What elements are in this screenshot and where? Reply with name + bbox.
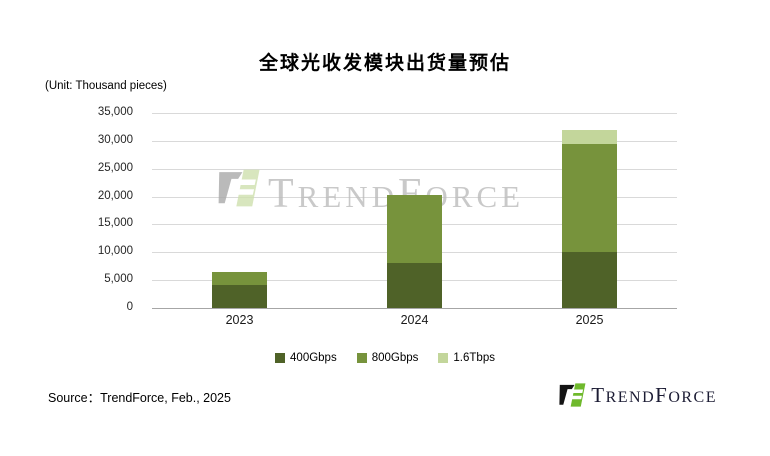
x-tick-label: 2025 (575, 313, 604, 327)
y-tick-label: 35,000 (97, 106, 133, 118)
x-tick-label: 2024 (400, 313, 429, 327)
gridline (152, 140, 677, 142)
trendforce-logo: TRENDFORCE (559, 381, 717, 409)
legend-swatch-icon (438, 353, 449, 363)
chart-title: 全球光收发模块出货量预估 (258, 53, 511, 74)
y-tick-label: 20,000 (97, 189, 133, 202)
legend-label: 1.6Tbps (453, 352, 495, 364)
trendforce-watermark: TRENDFORCE (218, 166, 524, 215)
y-tick-label: 5,000 (104, 273, 133, 286)
bar-segment-800Gbps-2024 (387, 194, 442, 264)
bar-segment-400Gbps-2023 (212, 284, 267, 308)
source-note: Source：TrendForce, Feb., 2025 (48, 391, 231, 405)
legend-item-1.6Tbps: 1.6Tbps (438, 352, 495, 364)
bar-segment-400Gbps-2025 (562, 252, 617, 308)
legend-label: 400Gbps (290, 352, 337, 364)
y-tick-label: 15,000 (97, 217, 133, 230)
bar-segment-400Gbps-2024 (387, 263, 442, 308)
trendforce-mark-icon (559, 383, 586, 407)
bar-segment-1.6Tbps-2025 (562, 130, 617, 145)
y-tick-label: 10,000 (97, 245, 133, 258)
legend-label: 800Gbps (371, 352, 419, 364)
legend-swatch-icon (275, 353, 286, 363)
legend-item-800Gbps: 800Gbps (356, 352, 419, 364)
unit-label: (Unit: Thousand pieces) (45, 80, 167, 92)
bar-segment-800Gbps-2023 (212, 271, 267, 285)
y-tick-label: 30,000 (97, 133, 133, 146)
gridline (152, 113, 677, 114)
legend-swatch-icon (356, 353, 367, 363)
logo-wordmark: TRENDFORCE (591, 382, 717, 407)
trendforce-mark-icon (218, 169, 260, 207)
gridline (152, 168, 677, 170)
x-axis-line (152, 308, 677, 309)
y-tick-label: 25,000 (97, 161, 133, 174)
chart-legend: 400Gbps 800Gbps 1.6Tbps (0, 352, 770, 364)
bar-segment-800Gbps-2025 (562, 144, 617, 253)
x-tick-label: 2023 (225, 313, 254, 327)
y-tick-label: 0 (126, 301, 133, 313)
legend-item-400Gbps: 400Gbps (275, 352, 337, 364)
